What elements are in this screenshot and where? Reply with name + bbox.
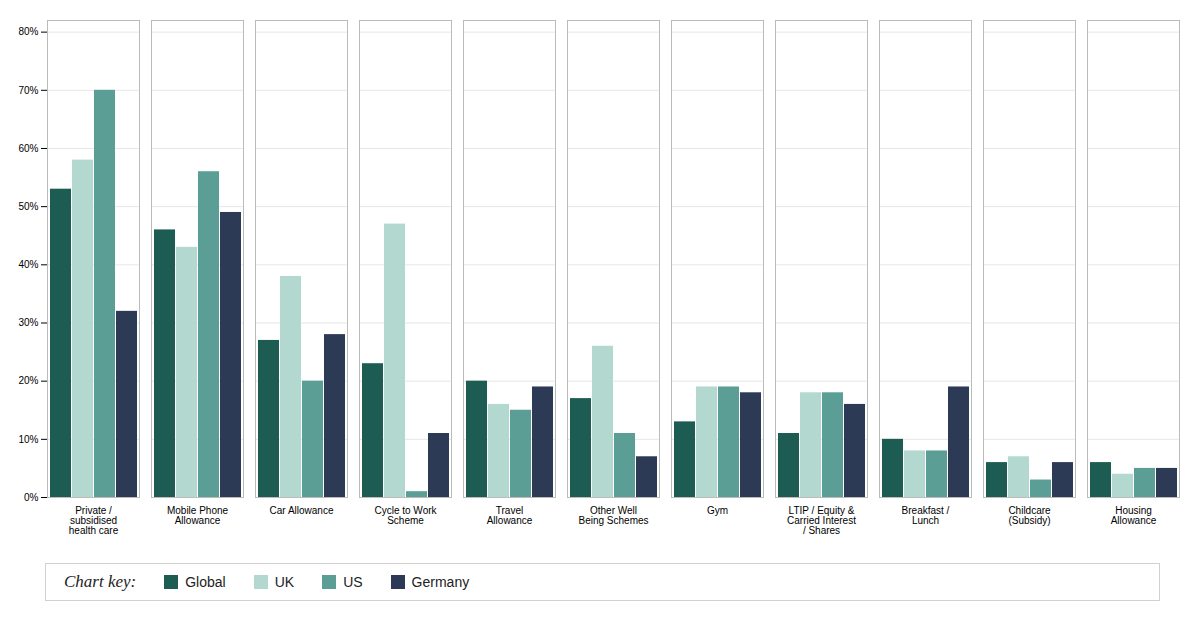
html-text:Germany: Germany [411, 574, 470, 590]
html-text:Chart key:: Chart key: [64, 572, 137, 591]
html-text:US: US [343, 574, 363, 590]
svg-text:80%: 80% [18, 26, 38, 37]
html-text:Global: Global [185, 574, 226, 590]
svg-text:40%: 40% [18, 259, 38, 270]
svg-text:LTIP / Equity &Carried Interes: LTIP / Equity &Carried Interest/ Shares [787, 505, 856, 536]
svg-text:Breakfast /Lunch: Breakfast /Lunch [902, 505, 950, 526]
svg-text:50%: 50% [18, 201, 38, 212]
svg-text:20%: 20% [18, 375, 38, 386]
svg-text:Mobile PhoneAllowance: Mobile PhoneAllowance [167, 505, 229, 526]
svg-text:Private /subsidisedhealth care: Private /subsidisedhealth care [69, 505, 119, 536]
svg-text:70%: 70% [18, 85, 38, 96]
svg-text:30%: 30% [18, 317, 38, 328]
svg-text:Car Allowance: Car Allowance [270, 505, 334, 516]
svg-text:0%: 0% [24, 492, 39, 503]
svg-text:Other WellBeing Schemes: Other WellBeing Schemes [578, 505, 648, 526]
svg-text:Childcare(Subsidy): Childcare(Subsidy) [1008, 505, 1051, 526]
svg-text:60%: 60% [18, 143, 38, 154]
svg-text:HousingAllowance: HousingAllowance [1111, 505, 1157, 526]
svg-text:Gym: Gym [707, 505, 728, 516]
svg-text:10%: 10% [18, 434, 38, 445]
html-text:UK: UK [274, 574, 295, 590]
svg-text:TravelAllowance: TravelAllowance [487, 505, 533, 526]
svg-text:Cycle to WorkScheme: Cycle to WorkScheme [374, 505, 437, 526]
